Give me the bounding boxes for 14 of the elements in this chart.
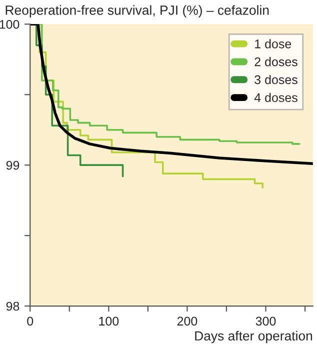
line-series	[30, 24, 313, 166]
y-tick-label: 100	[0, 20, 20, 29]
legend-label: 1 dose	[255, 39, 292, 48]
y-tick-label: 99	[6, 160, 20, 170]
x-tick-label: 0	[27, 316, 34, 326]
y-tick-label: 98	[6, 302, 20, 311]
x-axis-title: Days after operation	[195, 330, 312, 344]
legend-label: 2 doses	[254, 57, 298, 66]
x-tick-label: 100	[99, 316, 119, 326]
legend-label: 3 doses	[254, 74, 298, 84]
legend-label: 4 doses	[254, 92, 298, 102]
x-tick-label: 200	[177, 316, 198, 326]
x-tick-label: 300	[256, 316, 276, 326]
chart-title: Reoperation-free survival, PJI (%) – cefazolin	[6, 5, 269, 18]
